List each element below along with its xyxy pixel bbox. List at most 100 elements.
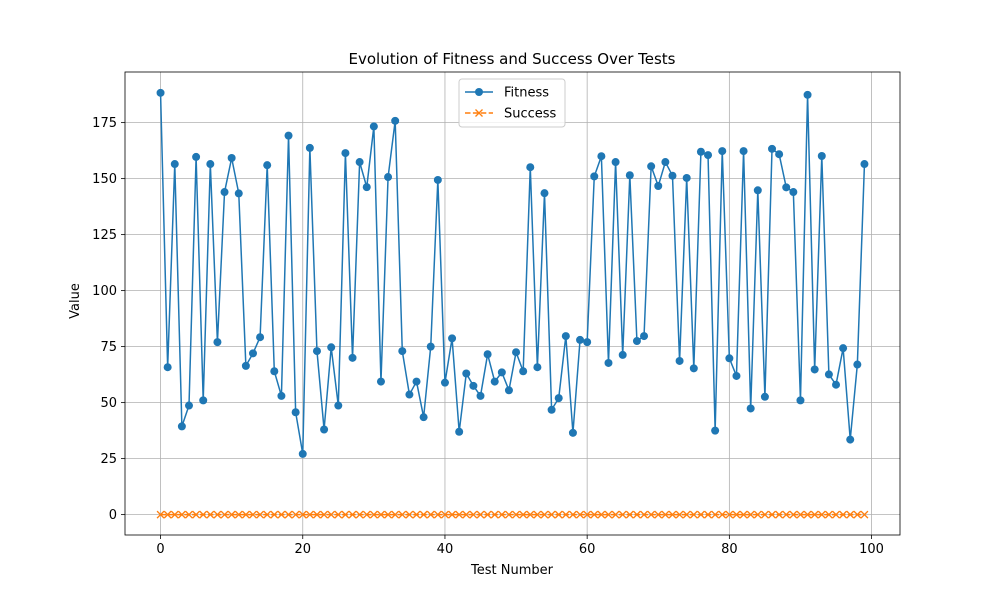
x-marker-stroke xyxy=(746,510,755,519)
data-point-success xyxy=(526,510,535,519)
data-point-fitness xyxy=(640,332,649,341)
data-point-success xyxy=(206,510,215,519)
data-point-fitness xyxy=(689,364,698,373)
x-marker-stroke xyxy=(760,510,769,519)
x-marker-stroke xyxy=(817,510,826,519)
x-marker-stroke xyxy=(647,510,656,519)
data-point-success xyxy=(156,510,165,519)
data-point-success xyxy=(220,510,229,519)
data-point-success xyxy=(547,510,556,519)
data-point-success xyxy=(341,510,350,519)
x-marker-stroke xyxy=(782,510,791,519)
data-point-success xyxy=(497,510,506,519)
x-marker-stroke xyxy=(568,510,577,519)
data-point-success xyxy=(177,510,186,519)
legend: Fitness Success xyxy=(458,78,566,128)
data-point-fitness xyxy=(497,368,506,377)
data-point-success xyxy=(675,510,684,519)
data-point-fitness xyxy=(817,151,826,160)
data-point-fitness xyxy=(796,396,805,405)
x-marker-stroke xyxy=(476,510,485,519)
data-point-success xyxy=(839,510,848,519)
x-marker-stroke xyxy=(775,510,784,519)
data-point-success xyxy=(327,510,336,519)
data-point-fitness xyxy=(398,347,407,356)
data-point-success xyxy=(419,510,428,519)
data-point-fitness xyxy=(376,377,385,386)
x-marker-stroke xyxy=(504,510,513,519)
x-marker-stroke xyxy=(753,510,762,519)
data-point-fitness xyxy=(334,401,343,410)
x-marker-stroke xyxy=(497,510,506,519)
data-point-fitness xyxy=(583,338,592,347)
data-point-success xyxy=(476,510,485,519)
data-point-fitness xyxy=(284,131,293,140)
data-point-fitness xyxy=(405,390,414,399)
x-marker-stroke xyxy=(313,510,321,519)
data-point-fitness xyxy=(682,173,691,182)
data-point-success xyxy=(369,510,378,519)
data-point-fitness xyxy=(490,377,499,386)
data-point-fitness xyxy=(782,183,791,192)
plot-series xyxy=(156,88,869,519)
data-point-fitness xyxy=(512,348,521,357)
x-marker-stroke xyxy=(625,510,634,519)
data-point-fitness xyxy=(234,189,243,198)
data-point-success xyxy=(533,510,542,519)
data-point-success xyxy=(348,510,357,519)
x-marker-stroke xyxy=(725,510,734,519)
data-point-fitness xyxy=(668,171,677,180)
data-point-fitness xyxy=(448,334,457,343)
data-point-success xyxy=(398,510,407,519)
data-point-fitness xyxy=(341,149,350,158)
x-marker-stroke xyxy=(298,510,307,519)
data-point-fitness xyxy=(576,335,585,344)
x-marker-stroke xyxy=(561,510,570,519)
data-point-success xyxy=(824,510,833,519)
data-point-fitness xyxy=(860,160,869,169)
data-point-fitness xyxy=(440,378,449,387)
data-point-success xyxy=(412,510,421,519)
data-point-success xyxy=(391,510,400,519)
data-point-success xyxy=(305,510,314,519)
x-marker-stroke xyxy=(419,510,428,519)
x-marker-stroke xyxy=(213,510,222,519)
x-marker-stroke xyxy=(839,510,848,519)
x-marker-stroke xyxy=(789,510,798,519)
data-point-success xyxy=(696,510,705,519)
data-point-success xyxy=(405,510,414,519)
data-point-fitness xyxy=(718,147,727,156)
y-tick-label: 50 xyxy=(100,396,117,411)
data-point-fitness xyxy=(597,152,606,161)
data-point-fitness xyxy=(632,337,641,346)
x-marker-stroke xyxy=(803,510,812,519)
data-point-success xyxy=(490,510,499,519)
x-tick-label: 80 xyxy=(721,542,738,557)
plot-frame xyxy=(124,71,901,536)
data-point-success xyxy=(234,510,243,519)
data-point-success xyxy=(313,510,321,519)
data-point-success xyxy=(284,510,293,519)
legend-item-success: Success xyxy=(465,107,557,122)
x-marker-stroke xyxy=(405,510,414,519)
legend-item-fitness: Fitness xyxy=(465,86,549,101)
data-point-fitness xyxy=(746,404,755,413)
data-point-success xyxy=(803,510,812,519)
x-marker-stroke xyxy=(377,510,385,519)
data-point-fitness xyxy=(256,333,265,342)
data-point-success xyxy=(561,510,570,519)
x-marker-stroke xyxy=(540,510,549,519)
x-marker-stroke xyxy=(341,510,350,519)
data-point-fitness xyxy=(768,144,777,153)
data-point-success xyxy=(604,510,613,519)
x-marker-stroke xyxy=(263,510,272,519)
x-marker-stroke xyxy=(554,510,563,519)
x-marker-stroke xyxy=(327,510,336,519)
data-point-success xyxy=(298,510,307,519)
data-point-fitness xyxy=(156,88,165,97)
data-point-success xyxy=(455,510,464,519)
x-marker-stroke xyxy=(384,510,393,519)
data-point-success xyxy=(632,510,641,519)
data-point-fitness xyxy=(618,350,627,359)
data-point-fitness xyxy=(327,343,336,352)
